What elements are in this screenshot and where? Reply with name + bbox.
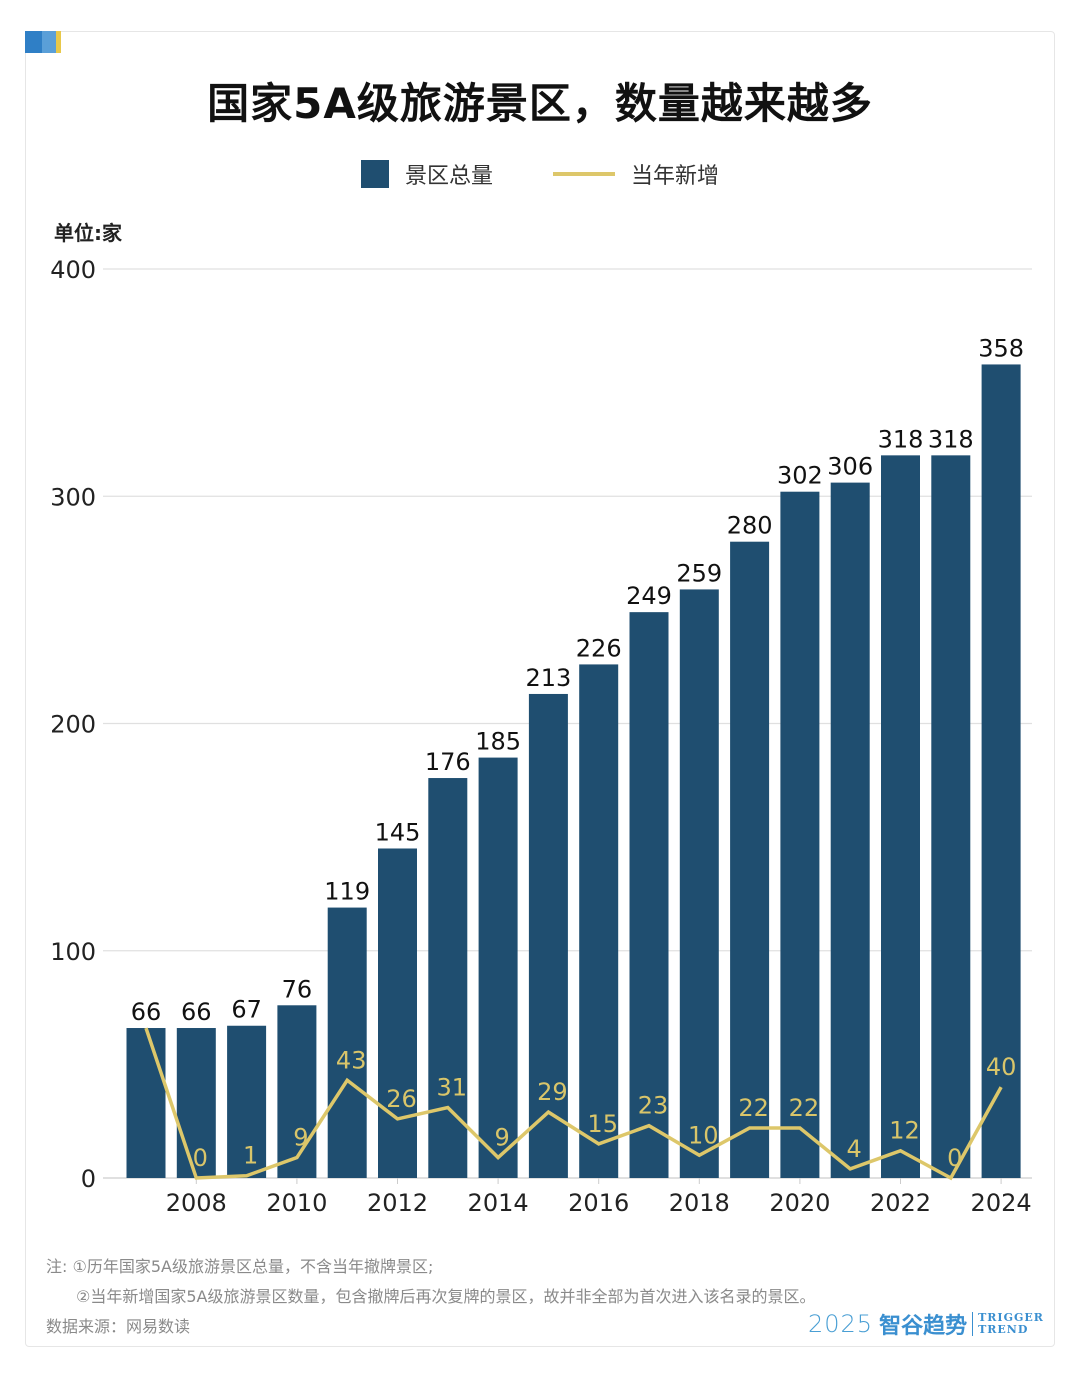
- line-value-label: 22: [738, 1094, 769, 1122]
- accent-block-lightblue: [42, 31, 56, 53]
- line-value-label: 4: [847, 1135, 862, 1163]
- notes: 注: ①历年国家5A级旅游景区总量，不含当年撤牌景区; ②当年新增国家5A级旅游…: [46, 1252, 815, 1342]
- line-value-label: 9: [293, 1124, 308, 1152]
- line-value-label: 29: [537, 1078, 568, 1106]
- bar-value-label: 76: [282, 975, 313, 1003]
- y-tick-label: 100: [50, 938, 96, 966]
- bar: [881, 455, 920, 1179]
- y-tick-label: 200: [50, 711, 96, 739]
- bar: [830, 482, 870, 1178]
- line-value-label: 9: [494, 1124, 509, 1152]
- legend-item-line: 当年新增: [553, 158, 719, 190]
- x-tick-label: 2014: [468, 1189, 529, 1217]
- brand-year: 2025: [808, 1310, 874, 1338]
- bar-value-label: 67: [231, 996, 262, 1024]
- bar-value-label: 66: [181, 998, 212, 1026]
- legend: 景区总量 当年新增: [0, 158, 1080, 190]
- bar: [176, 1028, 216, 1178]
- note-2: ②当年新增国家5A级旅游景区数量，包含撤牌后再次复牌的景区，故并非全部为首次进入…: [76, 1287, 816, 1306]
- line-value-label: 26: [386, 1085, 417, 1113]
- legend-bar-swatch: [360, 160, 389, 188]
- bar-value-label: 280: [727, 512, 773, 540]
- bar: [931, 455, 971, 1179]
- accent-bar: [25, 31, 61, 53]
- data-source: 数据来源：网易数读: [46, 1317, 191, 1336]
- x-tick-label: 2024: [971, 1189, 1032, 1217]
- bar-value-label: 119: [324, 878, 370, 906]
- brand-en-line1: TRIGGER: [978, 1311, 1044, 1324]
- brand-name-en: TRIGGER TREND: [978, 1312, 1044, 1336]
- bar-value-label: 226: [576, 634, 622, 662]
- y-tick-label: 300: [50, 483, 96, 511]
- accent-block-yellow: [56, 31, 61, 53]
- line-value-label: 0: [193, 1144, 208, 1172]
- bar: [780, 491, 820, 1179]
- bar-value-label: 358: [978, 334, 1024, 362]
- bar-value-label: 66: [131, 998, 162, 1026]
- bar: [277, 1005, 317, 1178]
- line-value-label: 0: [947, 1144, 962, 1172]
- bar-value-label: 302: [777, 462, 823, 490]
- bar: [126, 1028, 166, 1178]
- legend-line-label: 当年新增: [631, 164, 720, 189]
- bar: [579, 664, 619, 1178]
- x-tick-label: 2018: [669, 1189, 730, 1217]
- x-tick-label: 2022: [870, 1189, 931, 1217]
- x-tick-label: 2020: [769, 1189, 830, 1217]
- line-value-label: 1: [243, 1142, 258, 1170]
- line-value-label: 10: [688, 1121, 719, 1149]
- bar: [528, 693, 568, 1178]
- line-value-label: 31: [437, 1074, 468, 1102]
- new-per-year-line: [144, 1027, 1003, 1181]
- note-1: 注: ①历年国家5A级旅游景区总量，不含当年撤牌景区;: [46, 1257, 434, 1276]
- line-value-label: 22: [789, 1094, 820, 1122]
- x-tick-label: 2012: [367, 1189, 428, 1217]
- bar: [478, 757, 518, 1178]
- bar: [679, 589, 719, 1178]
- bar-value-label: 318: [878, 425, 924, 453]
- line-value-label: 23: [638, 1092, 669, 1120]
- bar-value-label: 318: [928, 425, 974, 453]
- unit-label: 单位:家: [54, 221, 122, 245]
- bar: [730, 541, 770, 1178]
- bar: [227, 1025, 267, 1178]
- bar: [428, 778, 468, 1178]
- bar-value-label: 176: [425, 748, 471, 776]
- bar-value-label: 145: [375, 818, 421, 846]
- brand-logo: 2025 智谷趋势 TRIGGER TREND: [808, 1308, 1044, 1340]
- line-value-label: 43: [336, 1046, 367, 1074]
- bar-value-label: 306: [827, 453, 873, 481]
- line-value-label: 15: [587, 1110, 618, 1138]
- legend-item-bars: 景区总量: [360, 158, 493, 190]
- brand-name-cn: 智谷趋势: [879, 1313, 968, 1339]
- chart-title: 国家5A级旅游景区，数量越来越多: [207, 79, 873, 128]
- accent-block-blue: [25, 31, 42, 53]
- bar-value-label: 259: [676, 559, 722, 587]
- bar: [629, 612, 669, 1178]
- bar-value-label: 249: [626, 582, 672, 610]
- x-tick-label: 2008: [166, 1189, 227, 1217]
- x-tick-label: 2010: [266, 1189, 327, 1217]
- brand-en-line2: TREND: [978, 1323, 1029, 1336]
- bar: [981, 364, 1021, 1178]
- bar-value-label: 185: [475, 728, 521, 756]
- bar-value-label: 213: [525, 664, 571, 692]
- x-tick-label: 2016: [568, 1189, 629, 1217]
- line-value-label: 12: [889, 1117, 920, 1145]
- legend-bar-label: 景区总量: [404, 164, 493, 189]
- line-value-label: 40: [986, 1053, 1017, 1081]
- bar: [378, 848, 417, 1178]
- y-tick-label: 0: [81, 1165, 96, 1193]
- y-tick-label: 400: [50, 256, 96, 284]
- bar: [327, 907, 367, 1178]
- brand-separator: [972, 1312, 974, 1336]
- legend-line-swatch: [553, 172, 615, 176]
